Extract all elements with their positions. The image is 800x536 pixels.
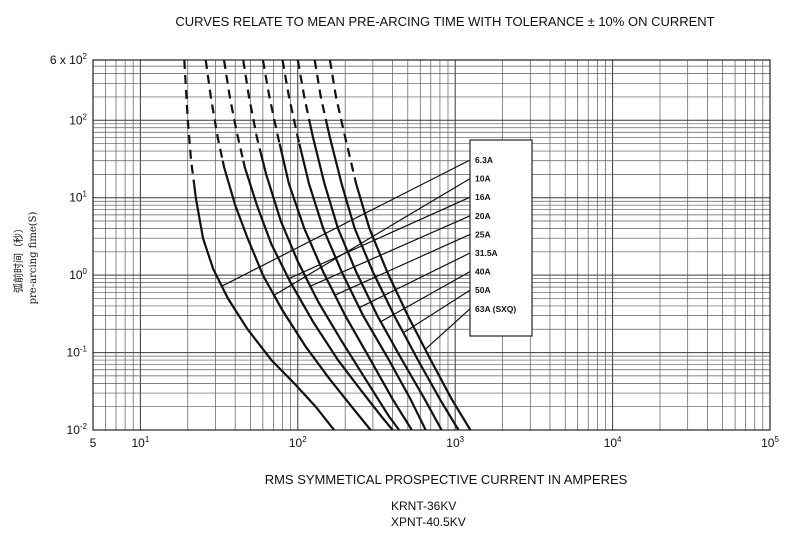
legend-label: 25A	[475, 229, 491, 239]
legend-leader-line	[358, 252, 471, 309]
legend-label: 40A	[475, 267, 491, 277]
legend-leader-line	[403, 289, 471, 334]
curve-segment-dashed	[242, 59, 262, 152]
curve-segment-solid	[221, 160, 372, 431]
curve-segment-solid	[324, 120, 460, 431]
x-axis-ticks: 5 101 102 103 104 105	[90, 435, 780, 450]
legend-leader-line	[334, 233, 471, 296]
legend-leader-line	[273, 178, 471, 296]
legend-leader-line	[310, 215, 471, 287]
curve-segment-solid	[193, 183, 335, 431]
curve-segment-dashed	[328, 59, 358, 185]
legend-leader-line	[424, 308, 471, 350]
x-tick-label: 101	[131, 435, 149, 450]
legend-label: 10A	[475, 174, 491, 184]
x-tick-label: 102	[289, 435, 307, 450]
curve-segment-solid	[308, 120, 443, 431]
curve-segment-dashed	[222, 59, 245, 161]
y-tick-label: 100	[69, 267, 87, 282]
legend-label: 31.5A	[475, 248, 498, 258]
curve-segment-solid	[259, 150, 400, 431]
legend: 6.3A 10A 16A 20A 25A 31.5A 40A 50A 63A (SXQ)	[469, 139, 533, 337]
fuse-curves	[183, 59, 472, 431]
curve-segment-solid	[355, 183, 472, 431]
legend-leader-line	[221, 159, 471, 287]
legend-label: 16A	[475, 192, 491, 202]
y-tick-label: 10-2	[67, 422, 88, 437]
legend-leader-lines	[221, 159, 471, 350]
y-tick-label: 10-1	[67, 345, 88, 360]
legend-leader-line	[288, 196, 471, 280]
y-tick-label: 102	[69, 112, 87, 127]
legend-leader-line	[380, 271, 471, 323]
x-tick-label: 103	[446, 435, 464, 450]
legend-label: 63A (SXQ)	[475, 304, 516, 314]
model-label-krnt: KRNT-36KV	[391, 499, 456, 513]
model-label-xpnt: XPNT-40.5KV	[391, 515, 466, 529]
plot-frame	[92, 59, 771, 431]
curve-segment-dashed	[296, 59, 311, 121]
legend-box	[469, 139, 533, 337]
y-axis-label-en: pre-arcing fime(S)	[28, 212, 39, 305]
y-tick-label: 101	[69, 190, 87, 205]
x-tick-label: 104	[604, 435, 622, 450]
legend-label: 6.3A	[475, 155, 493, 165]
chart-title: CURVES RELATE TO MEAN PRE-ARCING TIME WI…	[175, 14, 714, 29]
legend-label: 50A	[475, 285, 491, 295]
curve-segment-dashed	[204, 59, 224, 161]
x-tick-label: 105	[761, 435, 779, 450]
curve-segment-dashed	[183, 59, 196, 185]
x-axis-label: RMS SYMMETICAL PROSPECTIVE CURRENT IN AM…	[265, 472, 628, 487]
y-tick-label: 6 x 102	[50, 52, 88, 67]
curve-segment-dashed	[261, 59, 281, 144]
curve-segment-dashed	[281, 59, 301, 144]
curve-segment-dashed	[313, 59, 328, 121]
chart-grid	[93, 60, 770, 430]
y-axis-label-cn: 弧前时间（秒）	[12, 223, 25, 293]
curve-segment-solid	[242, 160, 394, 431]
curve-segment-solid	[298, 143, 427, 431]
y-axis-ticks: 10-2 10-1 100 101 102 6 x 102	[50, 52, 88, 437]
legend-label: 20A	[475, 211, 491, 221]
curve-segment-solid	[278, 143, 413, 431]
x-tick-label: 5	[90, 436, 97, 450]
